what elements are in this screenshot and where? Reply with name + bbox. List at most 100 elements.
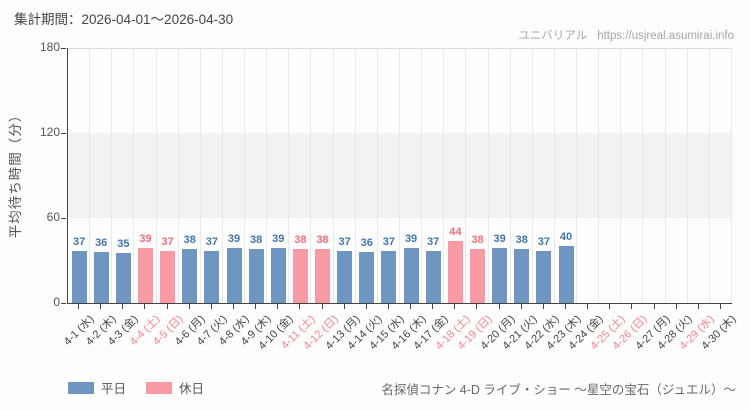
y-tick-label: 60 bbox=[46, 210, 60, 224]
bar bbox=[115, 253, 131, 303]
bar-value-label: 37 bbox=[338, 235, 351, 248]
legend-label: 休日 bbox=[179, 382, 205, 396]
bar-value-label: 36 bbox=[95, 237, 108, 249]
gridline bbox=[487, 48, 489, 303]
gridline bbox=[376, 48, 378, 303]
x-tick-mark bbox=[432, 304, 434, 309]
gridline bbox=[221, 48, 223, 303]
bar bbox=[182, 249, 198, 303]
x-tick-mark bbox=[343, 304, 345, 309]
x-tick-mark bbox=[233, 304, 234, 309]
x-tick-mark bbox=[210, 304, 212, 309]
gridline bbox=[332, 48, 334, 303]
x-tick-mark bbox=[587, 304, 589, 309]
gridline bbox=[731, 48, 732, 303]
bar-value-label: 39 bbox=[139, 232, 152, 245]
x-tick-mark bbox=[454, 304, 456, 309]
gridline bbox=[642, 48, 644, 303]
bar-value-label: 39 bbox=[272, 232, 285, 245]
gridline bbox=[620, 48, 622, 303]
legend-label: 平日 bbox=[101, 382, 127, 396]
gridline bbox=[553, 48, 555, 303]
gridline bbox=[708, 48, 710, 303]
x-tick-mark bbox=[299, 304, 301, 309]
bar-value-label: 37 bbox=[427, 235, 440, 248]
gridline bbox=[89, 48, 91, 303]
plot-area: 37 36 35 39 37 38 37 39 38 39 38 38 37 36 37 39 37 44 38 39… bbox=[67, 48, 732, 304]
y-tick-mark bbox=[61, 48, 66, 49]
bar bbox=[137, 247, 153, 303]
y-tick-label: 120 bbox=[39, 125, 60, 139]
gridline bbox=[244, 48, 246, 303]
gridline bbox=[664, 48, 666, 303]
x-tick-mark bbox=[653, 304, 655, 309]
bar-value-label: 37 bbox=[72, 235, 86, 248]
bar-value-label: 37 bbox=[161, 235, 174, 248]
gridline bbox=[686, 48, 688, 303]
x-tick-mark bbox=[166, 304, 168, 309]
gridline bbox=[288, 48, 290, 303]
source-url-link[interactable]: https://usjreal.asumirai.info bbox=[597, 30, 734, 42]
y-tick-mark bbox=[61, 218, 66, 219]
y-tick-mark bbox=[61, 303, 66, 304]
bar-value-label: 37 bbox=[382, 235, 396, 248]
x-tick-mark bbox=[498, 304, 500, 309]
band-60-120 bbox=[68, 133, 732, 218]
bar bbox=[248, 249, 264, 303]
x-tick-mark bbox=[255, 304, 257, 309]
source-attribution: ユニバリアル https://usjreal.asumirai.info bbox=[518, 27, 734, 43]
x-tick-mark bbox=[565, 304, 566, 309]
legend: 平日 休日 bbox=[68, 378, 204, 397]
x-tick-mark bbox=[410, 304, 412, 309]
bar bbox=[447, 240, 463, 303]
gridline bbox=[399, 48, 400, 303]
bar bbox=[558, 246, 574, 303]
x-tick-mark bbox=[78, 304, 80, 309]
bar-value-label: 39 bbox=[404, 232, 418, 245]
x-tick-mark bbox=[675, 304, 677, 309]
bar-value-label: 38 bbox=[183, 234, 196, 247]
legend-swatch bbox=[146, 381, 173, 394]
gridline bbox=[531, 48, 533, 303]
gridline bbox=[443, 48, 445, 303]
x-tick-mark bbox=[277, 304, 279, 309]
legend-item[interactable]: 平日 bbox=[68, 378, 126, 397]
gridline bbox=[354, 48, 356, 303]
bar-value-label: 35 bbox=[117, 238, 130, 251]
x-tick-mark bbox=[122, 304, 124, 309]
bar-value-label: 36 bbox=[360, 237, 373, 249]
bar bbox=[315, 249, 331, 303]
bar-value-label: 37 bbox=[205, 235, 218, 248]
bar-value-label: 40 bbox=[559, 231, 573, 244]
bar-value-label: 37 bbox=[537, 235, 550, 248]
gridline bbox=[310, 48, 312, 303]
bar-value-label: 38 bbox=[294, 234, 307, 247]
bar bbox=[403, 247, 419, 303]
gridline bbox=[266, 48, 268, 303]
bar bbox=[204, 250, 220, 303]
bar-value-label: 39 bbox=[227, 232, 241, 245]
bar-value-label: 38 bbox=[316, 234, 329, 247]
bar bbox=[226, 247, 242, 303]
gridline-top bbox=[68, 48, 732, 49]
x-tick-mark bbox=[365, 304, 367, 309]
bar bbox=[469, 249, 485, 303]
bar-value-label: 39 bbox=[493, 232, 506, 245]
bar bbox=[359, 252, 375, 303]
bar bbox=[71, 250, 87, 303]
bar bbox=[381, 250, 397, 303]
x-tick-mark bbox=[387, 304, 389, 309]
bar bbox=[93, 252, 109, 303]
bar bbox=[337, 250, 353, 303]
legend-item[interactable]: 休日 bbox=[146, 378, 204, 397]
x-tick-mark bbox=[609, 304, 611, 309]
x-tick-mark bbox=[321, 304, 323, 309]
bar-value-label: 38 bbox=[471, 234, 484, 247]
x-tick-mark bbox=[476, 304, 478, 309]
y-tick-mark bbox=[61, 133, 66, 134]
x-tick-mark bbox=[719, 304, 721, 309]
x-tick-mark bbox=[631, 304, 633, 309]
gridline bbox=[576, 48, 578, 303]
